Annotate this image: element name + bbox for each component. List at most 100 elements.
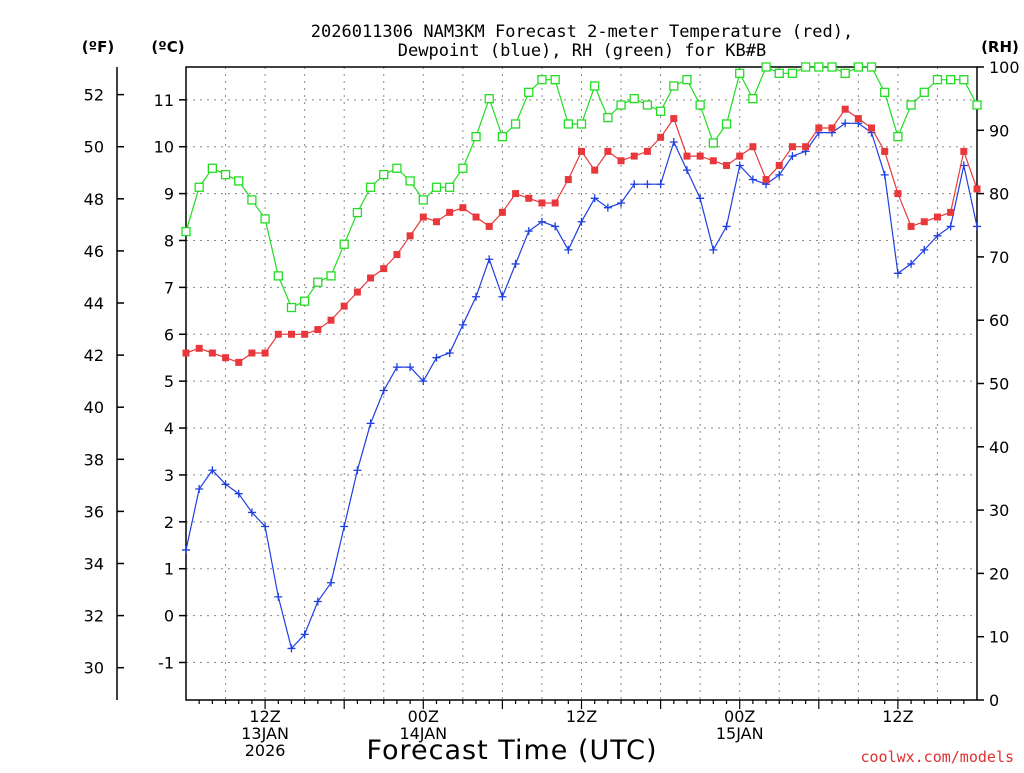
rh-unit-label: (RH)	[981, 38, 1019, 56]
rh-point	[418, 195, 428, 205]
rh-point	[800, 62, 811, 72]
fahrenheit-tick-label: 42	[84, 346, 104, 365]
dewpoint-point	[472, 292, 481, 301]
temperature-point	[788, 143, 796, 151]
temperature-point	[472, 213, 480, 221]
x-tick-label: 13JAN	[241, 724, 289, 743]
dewpoint-point	[379, 386, 388, 395]
rh-tick-label: 60	[989, 311, 1009, 330]
rh-point	[234, 176, 244, 186]
dewpoint-point	[195, 485, 204, 493]
temperature-point	[393, 251, 401, 259]
rh-point	[365, 182, 376, 192]
temperature-point	[248, 349, 256, 357]
rh-point	[590, 81, 600, 91]
rh-point	[853, 62, 863, 72]
dewpoint-point	[485, 255, 494, 264]
watermark: coolwx.com/models	[860, 748, 1014, 766]
rh-tick-label: 70	[989, 248, 1009, 267]
temperature-point	[235, 358, 243, 366]
rh-point	[207, 163, 218, 173]
rh-point	[405, 176, 415, 186]
rh-point	[458, 163, 468, 173]
rh-point	[181, 226, 191, 237]
temperature-point	[630, 152, 638, 160]
dewpoint-point	[537, 217, 546, 226]
temperature-point	[709, 157, 717, 165]
dewpoint-point	[564, 245, 573, 254]
rh-tick-label: 80	[989, 185, 1009, 204]
temperature-point	[960, 147, 968, 155]
temperature-point	[828, 124, 836, 132]
rh-tick-label: 10	[989, 628, 1009, 647]
celsius-tick-label: 11	[154, 91, 174, 110]
chart-title-line2: Dewpoint (blue), RH (green) for KB#B	[398, 41, 766, 61]
rh-point	[774, 68, 784, 78]
temperature-point	[301, 330, 309, 338]
temperature-point	[314, 326, 322, 334]
dewpoint-point	[603, 203, 612, 212]
rh-point	[932, 75, 943, 85]
x-tick-label: 12Z	[249, 707, 280, 726]
dewpoint-point	[551, 222, 560, 231]
rh-point	[431, 182, 442, 192]
temperature-point	[881, 147, 889, 155]
rh-tick-label: 100	[989, 58, 1020, 77]
temperature-point	[208, 349, 216, 357]
dewpoint-point	[458, 320, 467, 329]
rh-point	[524, 87, 534, 97]
dewpoint-point	[590, 194, 599, 203]
temperature-point	[222, 354, 230, 362]
x-tick-label: 15JAN	[716, 724, 764, 743]
dewpoint-point	[340, 522, 349, 531]
rh-point	[392, 163, 402, 173]
dewpoint-point	[234, 489, 243, 498]
temperature-point	[287, 330, 295, 338]
dewpoint-point	[775, 170, 784, 179]
dewpoint-point	[498, 292, 507, 301]
fahrenheit-tick-label: 40	[84, 398, 104, 417]
rh-tick-label: 30	[989, 501, 1009, 520]
fahrenheit-unit-label: (ºF)	[82, 38, 114, 56]
temperature-point	[775, 161, 783, 169]
rh-point	[576, 119, 587, 129]
x-tick-label: 2026	[245, 741, 286, 760]
dewpoint-point	[208, 466, 217, 475]
dewpoint-point	[406, 363, 415, 372]
temperature-point	[933, 213, 941, 221]
celsius-unit-label: (ºC)	[151, 38, 184, 56]
temperature-point	[736, 152, 744, 160]
dewpoint-point	[524, 227, 533, 236]
dewpoint-point	[511, 259, 520, 268]
rh-tick-label: 90	[989, 121, 1009, 140]
rh-point	[616, 100, 626, 110]
dewpoint-point	[946, 222, 955, 231]
celsius-tick-label: 4	[164, 419, 174, 438]
rh-point	[814, 62, 824, 72]
celsius-tick-label: 8	[164, 231, 174, 250]
temperature-point	[894, 190, 902, 198]
rh-point	[695, 100, 705, 110]
rh-point	[260, 214, 270, 224]
dewpoint-point	[696, 194, 705, 203]
temperature-point	[195, 344, 203, 352]
dewpoint-point	[300, 630, 309, 639]
celsius-tick-label: 9	[164, 185, 174, 204]
rh-point	[893, 131, 903, 142]
temperature-point	[907, 222, 915, 230]
rh-point	[484, 94, 494, 104]
temperature-point	[274, 330, 282, 338]
temperature-point	[604, 147, 612, 155]
dewpoint-point	[353, 466, 362, 475]
temperature-point	[340, 302, 348, 310]
rh-point	[471, 131, 481, 142]
rh-point	[735, 68, 745, 78]
temperature-point	[723, 161, 731, 169]
dewpoint-point	[392, 363, 401, 372]
rh-point	[761, 62, 771, 72]
plot-layer: 303234363840424446485052-101234567891011…	[84, 58, 1020, 760]
temperature-point	[591, 166, 599, 174]
rh-point	[286, 302, 297, 313]
fahrenheit-tick-label: 48	[84, 190, 104, 209]
